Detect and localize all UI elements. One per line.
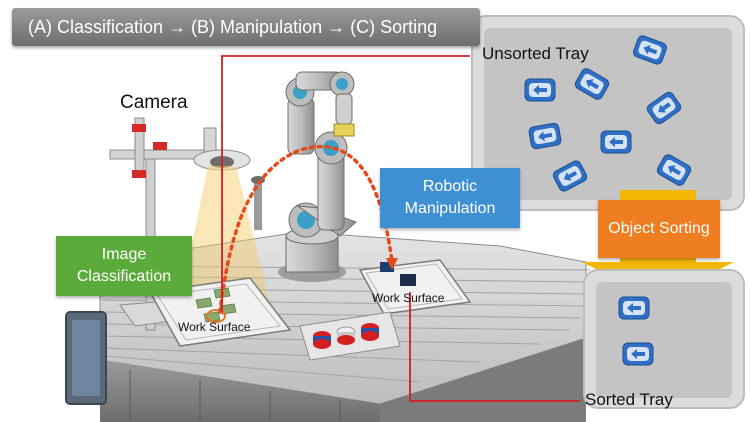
right-work-surface-label: Work Surface bbox=[372, 291, 445, 305]
control-buttons-panel bbox=[299, 311, 401, 361]
left-arrow-icon bbox=[600, 130, 632, 154]
manipulation-path bbox=[218, 144, 394, 314]
image-classification-box: Image Classification bbox=[56, 236, 192, 296]
object-sorting-box: Object Sorting bbox=[598, 200, 720, 258]
robot-arm bbox=[251, 71, 357, 282]
left-arrow-icon bbox=[618, 296, 650, 320]
sorted-tray-label: Sorted Tray bbox=[585, 390, 673, 409]
connector-lines bbox=[221, 55, 580, 402]
robotic-manipulation-box: Robotic Manipulation bbox=[380, 168, 520, 228]
left-arrow-icon bbox=[524, 78, 556, 102]
left-arrow-icon bbox=[622, 342, 654, 366]
left-arrow-icon bbox=[527, 122, 563, 150]
sorted-tray bbox=[583, 269, 745, 409]
camera-label: Camera bbox=[120, 92, 188, 113]
unsorted-tray-label: Unsorted Tray bbox=[482, 44, 589, 63]
left-work-surface-label: Work Surface bbox=[178, 320, 251, 334]
right-work-surface bbox=[358, 259, 472, 315]
pipeline-title-banner: (A) Classification → (B) Manipulation → … bbox=[12, 8, 480, 46]
